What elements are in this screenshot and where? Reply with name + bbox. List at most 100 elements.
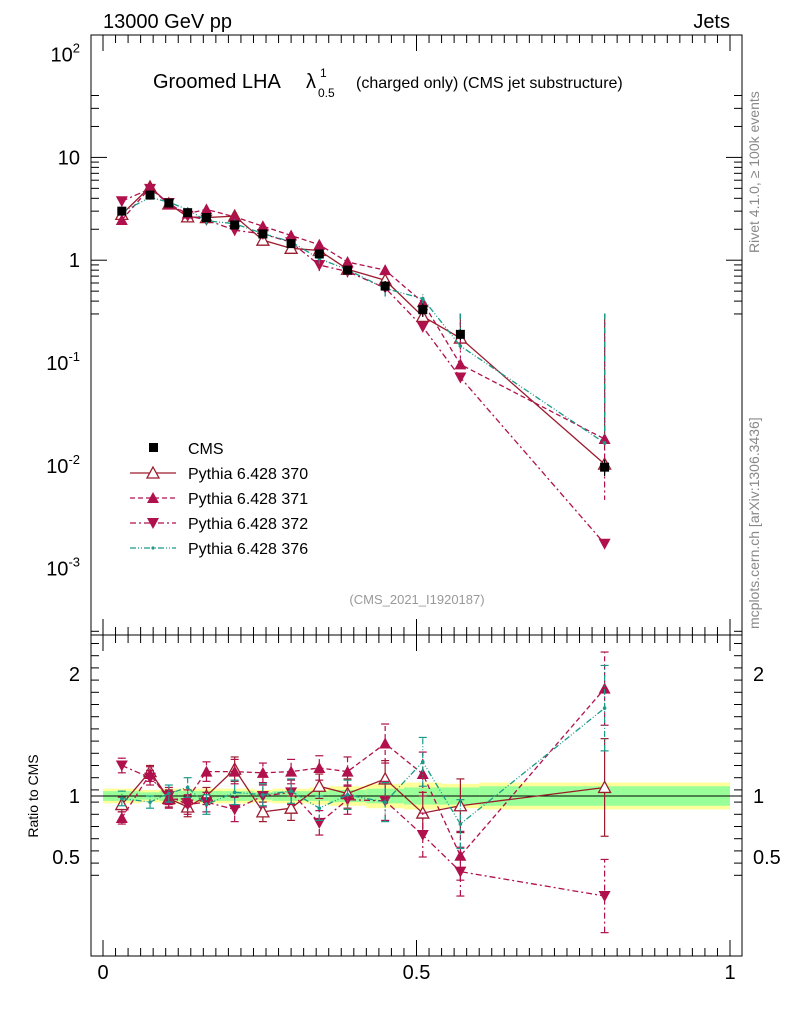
ratio-point-p372 [598,891,611,903]
ratio-point-p370 [312,778,327,792]
ratio-point-p372 [181,799,194,811]
header-right: Jets [693,11,730,33]
data-point [183,208,193,218]
legend-label-cms: CMS [188,441,224,458]
main-point-p371 [341,256,354,268]
main-plot-series [114,179,612,550]
ratio-point-p376 [420,760,425,764]
ratio-point-p372 [144,772,157,784]
main-point-p372 [144,183,157,195]
main-point-p371 [200,203,213,215]
legend-label-371: Pythia 6.428 371 [188,491,308,508]
y-tick-label-ratio-right: 2 [753,664,764,686]
main-point-p371 [313,238,326,250]
legend-marker-cms [149,443,158,452]
y-tick-label-ratio: 2 [69,664,80,686]
main-point-p371 [454,358,467,370]
analysis-id: (CMS_2021_I1920187) [349,592,484,607]
main-point-p371 [256,220,269,232]
ratio-point-p376 [167,791,171,796]
data-point [418,305,428,315]
y-tick-label-main: 10 [58,147,80,169]
ratio-point-p376 [148,800,152,804]
ratio-point-p371 [341,765,354,777]
main-point-p372 [115,196,128,208]
ratio-plot-series [114,651,612,934]
ratio-line-p371 [121,688,606,857]
y-tick-label-main: 10-1 [46,349,80,375]
header-left: 13000 GeV pp [103,11,232,33]
data-point [201,213,211,223]
ratio-point-p376 [261,792,265,797]
ratio-point-p372 [341,794,354,806]
main-point-p372 [454,372,467,384]
ratio-point-p371 [454,849,467,861]
ratio-point-p376 [232,790,237,795]
ratio-point-p371 [598,682,611,694]
title-symbol: λ [306,71,316,93]
ratio-point-p371 [285,765,298,777]
ratio-point-p370 [597,780,612,794]
y-tick-label-main: 10-2 [46,452,80,478]
y-tick-label-main: 10-3 [46,555,80,581]
data-point [164,198,174,208]
ratio-point-p370 [255,804,270,818]
x-tick-label: 0 [97,962,108,984]
legend-label-370: Pythia 6.428 370 [188,466,308,483]
legend-entry-372: Pythia 6.428 372 [130,516,308,533]
ratio-point-p371 [416,768,429,780]
ratio-point-p376 [458,822,463,826]
y-tick-label-main: 1 [69,250,80,272]
ratio-point-p371 [115,811,128,823]
legend-marker-372 [147,518,159,529]
y-tick-label-ratio: 0.5 [52,847,80,869]
title-sup: 1 [320,66,327,80]
y-tick-label-ratio: 1 [69,786,80,808]
ratio-point-p376 [289,789,293,793]
x-tick-label: 0.5 [403,962,431,984]
legend-marker-376 [151,546,155,550]
data-point [286,239,296,249]
ratio-point-p376 [204,802,209,807]
main-point-p376 [420,296,425,301]
ratio-point-p371 [313,761,326,773]
legend-entry-371: Pythia 6.428 371 [130,491,308,508]
legend: CMS Pythia 6.428 370 Pythia 6.428 371 Py… [130,441,308,558]
axes: 0 0.5 1 10-3 10-2 10-1 1 10 102 0.5 0.5 1 1 2 2 [46,35,781,984]
mcplots-label: mcplots.cern.ch [arXiv:1306.3436] [746,417,762,629]
ratio-line-p372 [121,764,605,897]
legend-entry-376: Pythia 6.428 376 [130,541,308,558]
ratio-point-p370 [284,800,299,814]
legend-label-372: Pythia 6.428 372 [188,516,308,533]
data-point [314,249,324,259]
main-line-p370 [121,186,606,465]
ratio-point-p376 [317,806,322,810]
ratio-point-p371 [256,766,269,778]
data-point [600,462,610,472]
legend-entry-cms: CMS [149,441,224,458]
ratio-point-p372 [454,866,467,878]
main-point-p372 [313,260,326,272]
ratio-point-p372 [228,804,241,816]
ratio-point-p371 [200,765,213,777]
main-point-p376 [458,344,463,348]
x-tick-label: 1 [724,962,735,984]
title-sub: 0.5 [318,86,335,100]
data-point [117,206,127,216]
ratio-point-p372 [115,760,128,772]
ratio-line-p376 [121,707,606,826]
ratio-point-p376 [383,800,387,804]
rivet-label: Rivet 4.1.0, ≥ 100k events [746,91,762,253]
y-tick-label-main: 102 [51,41,80,67]
plot-title: Groomed LHA λ 1 0.5 (charged only) (CMS … [153,66,623,100]
data-point [455,329,465,339]
legend-marker-370 [145,465,161,479]
legend-marker-371 [147,492,159,503]
main-point-p372 [416,321,429,333]
ratio-point-p376 [120,796,124,801]
main-point-p371 [115,214,128,226]
y-tick-label-ratio-right: 0.5 [753,847,781,869]
legend-label-376: Pythia 6.428 376 [188,541,308,558]
main-line-p371 [121,186,605,440]
